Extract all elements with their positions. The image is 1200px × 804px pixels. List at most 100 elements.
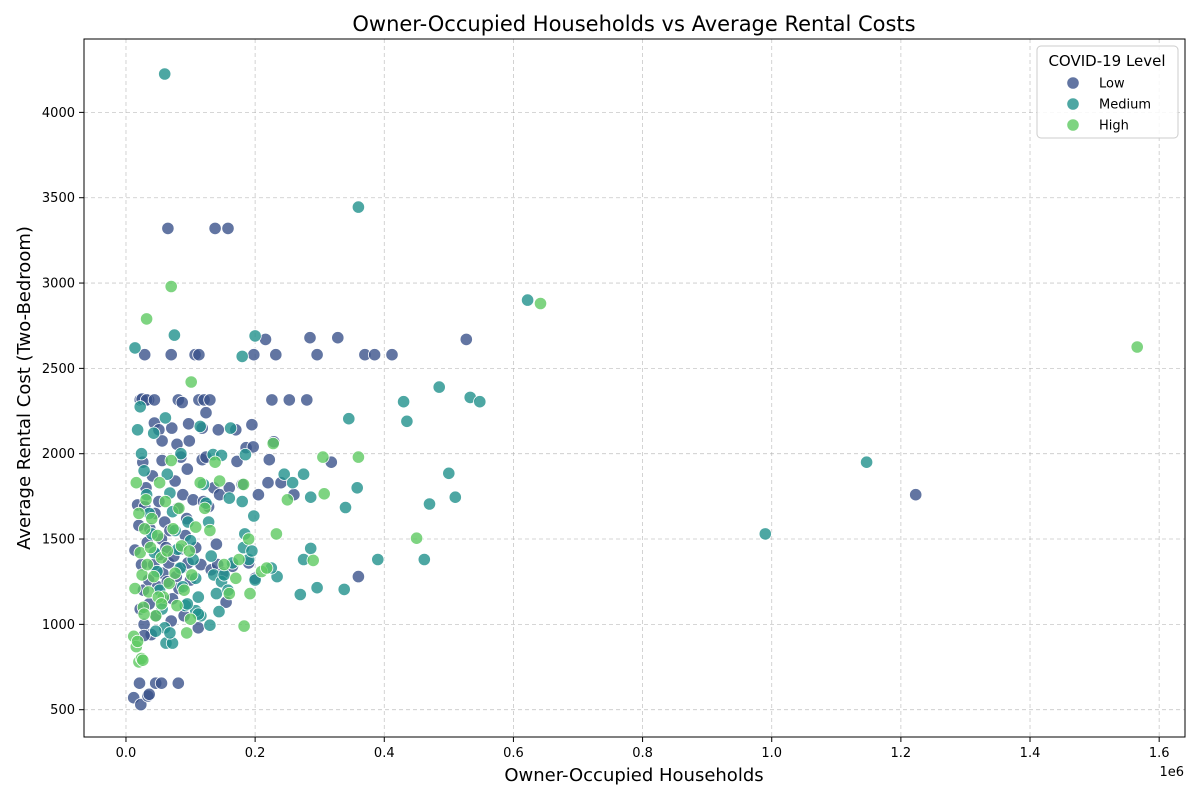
legend-marker-high <box>1066 118 1080 132</box>
data-point-medium <box>473 395 487 409</box>
legend-title: COVID-19 Level <box>1048 52 1165 70</box>
legend-marker-medium <box>1066 97 1080 111</box>
data-point-medium <box>163 626 177 640</box>
data-point-high <box>164 279 178 294</box>
data-point-high <box>145 511 159 526</box>
legend-label-low: Low <box>1099 77 1125 92</box>
data-point-high <box>164 453 178 468</box>
data-point-medium <box>859 455 874 469</box>
data-point-medium <box>247 509 261 523</box>
data-point-high <box>208 455 222 469</box>
x-tick-label: 0.4 <box>374 746 395 761</box>
legend[interactable]: COVID-19 Level Low Medium High <box>1036 45 1179 139</box>
data-point-medium <box>212 604 226 619</box>
data-point-low <box>331 331 345 345</box>
data-point-low <box>385 348 399 362</box>
data-point-high <box>183 612 198 626</box>
data-point-high <box>203 523 217 538</box>
data-point-low <box>147 393 161 407</box>
y-tick-label: 3000 <box>42 277 75 292</box>
data-point-low <box>192 348 206 362</box>
data-point-low <box>208 221 222 235</box>
data-point-low <box>303 331 317 345</box>
y-tick-label: 4000 <box>42 106 75 121</box>
data-point-high <box>180 626 194 640</box>
data-point-low <box>165 421 179 435</box>
data-point-medium <box>167 328 181 342</box>
data-point-high <box>243 586 257 601</box>
y-tick-label: 500 <box>50 703 75 718</box>
data-point-medium <box>131 423 145 437</box>
data-point-high <box>1130 340 1144 354</box>
data-point-low <box>251 488 265 502</box>
data-point-low <box>171 676 185 690</box>
data-point-low <box>142 687 156 701</box>
data-point-medium <box>442 466 456 480</box>
data-point-high <box>172 501 186 515</box>
data-point-low <box>245 418 259 432</box>
y-tick-label: 3500 <box>42 191 75 206</box>
data-point-medium <box>285 476 300 490</box>
data-point-low <box>161 221 175 235</box>
y-tick-label: 1500 <box>42 533 75 548</box>
data-point-medium <box>209 586 223 601</box>
y-tick-label: 1000 <box>42 618 75 633</box>
data-point-high <box>149 609 163 623</box>
data-point-high <box>168 566 182 580</box>
data-point-low <box>310 348 324 362</box>
data-point-medium <box>128 341 142 355</box>
x-tick-label: 1.6 <box>1149 746 1170 761</box>
data-point-medium <box>432 380 446 394</box>
data-point-medium <box>337 582 351 597</box>
data-point-medium <box>235 494 249 509</box>
x-tick-label: 0.0 <box>116 746 137 761</box>
points-layer <box>127 67 1144 712</box>
x-tick-label: 0.2 <box>245 746 266 761</box>
data-point-high <box>151 528 165 543</box>
data-point-high <box>166 522 180 536</box>
data-point-medium <box>758 527 772 541</box>
data-point-low <box>262 453 276 467</box>
chart-title: Owner-Occupied Households vs Average Ren… <box>352 12 915 36</box>
data-point-medium <box>193 419 207 433</box>
data-point-medium <box>417 552 431 567</box>
data-point-high <box>160 544 174 558</box>
data-point-medium <box>203 618 217 632</box>
data-point-high <box>140 557 154 572</box>
data-point-medium <box>222 491 236 505</box>
data-point-high <box>137 607 151 621</box>
data-point-low <box>138 348 152 362</box>
data-point-medium <box>338 500 353 515</box>
data-point-medium <box>448 490 462 504</box>
data-point-medium <box>304 541 318 556</box>
data-point-medium <box>174 447 188 461</box>
data-point-medium <box>245 544 259 558</box>
data-point-medium <box>224 421 238 435</box>
data-point-low <box>203 393 217 407</box>
data-point-high <box>131 634 145 649</box>
data-point-low <box>211 423 225 437</box>
data-point-low <box>300 393 314 407</box>
legend-frame <box>1036 45 1179 139</box>
data-point-low <box>351 569 365 584</box>
data-point-medium <box>248 329 262 343</box>
y-tick-label: 2000 <box>42 447 75 462</box>
data-point-medium <box>342 412 356 426</box>
data-point-medium <box>400 414 414 428</box>
x-tick-label: 1.4 <box>1020 746 1041 761</box>
data-point-high <box>236 477 251 491</box>
data-point-medium <box>158 67 172 81</box>
data-point-high <box>193 476 207 490</box>
data-point-high <box>158 494 172 509</box>
data-point-low <box>180 462 194 476</box>
data-point-high <box>222 586 236 601</box>
data-point-high <box>229 571 243 585</box>
data-point-high <box>242 532 256 546</box>
data-point-high <box>147 569 161 584</box>
data-point-medium <box>191 590 205 604</box>
data-point-high <box>153 476 167 490</box>
data-point-low <box>282 393 296 407</box>
data-point-high <box>154 597 169 611</box>
data-point-medium <box>277 467 291 481</box>
